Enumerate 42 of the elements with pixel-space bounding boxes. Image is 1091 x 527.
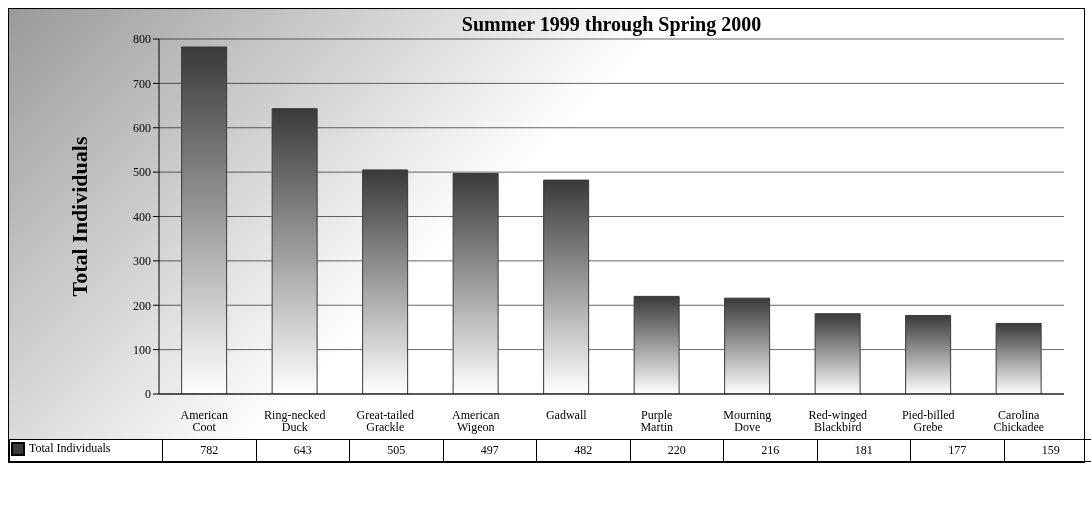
y-tick-label: 0 — [145, 387, 151, 402]
y-tick-label: 300 — [133, 254, 151, 269]
y-tick-label: 500 — [133, 165, 151, 180]
y-tick-label: 600 — [133, 121, 151, 136]
x-tick-label: Great-tailed Grackle — [356, 407, 414, 434]
bar — [452, 172, 499, 394]
bar — [181, 46, 228, 394]
y-tick-label: 800 — [133, 32, 151, 47]
data-label: 497 — [443, 439, 537, 461]
bar — [633, 295, 680, 394]
bar — [543, 179, 590, 394]
x-tick-label: American Wigeon — [452, 407, 500, 434]
data-label: 643 — [256, 439, 350, 461]
y-tick-label: 100 — [133, 342, 151, 357]
data-label: 482 — [536, 439, 630, 461]
y-tick-label: 400 — [133, 209, 151, 224]
data-label: 505 — [349, 439, 443, 461]
x-tick-label: Gadwall — [545, 407, 588, 422]
data-label: 216 — [723, 439, 817, 461]
chart-title: Summer 1999 through Spring 2000 — [460, 13, 763, 36]
bar — [814, 313, 861, 394]
bar — [362, 169, 409, 394]
x-tick-label: Purple Martin — [640, 407, 674, 434]
y-tick-label: 700 — [133, 76, 151, 91]
x-tick-label: Mourning Dove — [723, 407, 772, 434]
bar — [724, 297, 771, 394]
data-label: 159 — [1004, 439, 1091, 461]
y-tick-label: 200 — [133, 298, 151, 313]
bar — [271, 108, 318, 394]
x-tick-label: Ring-necked Duck — [264, 407, 326, 434]
x-tick-label: American Coot — [180, 407, 228, 434]
y-axis-title: Total Individuals — [66, 136, 92, 297]
x-tick-label: Red-winged Blackbird — [808, 407, 868, 434]
data-label: 177 — [910, 439, 1004, 461]
x-tick-label: Carolina Chickadee — [993, 407, 1045, 434]
legend-label: Total Individuals — [28, 441, 111, 456]
data-label: 782 — [162, 439, 256, 461]
bar — [995, 322, 1042, 394]
bar — [905, 314, 952, 394]
data-label: 181 — [817, 439, 911, 461]
data-label: 220 — [630, 439, 724, 461]
x-tick-label: Pied-billed Grebe — [901, 407, 955, 434]
